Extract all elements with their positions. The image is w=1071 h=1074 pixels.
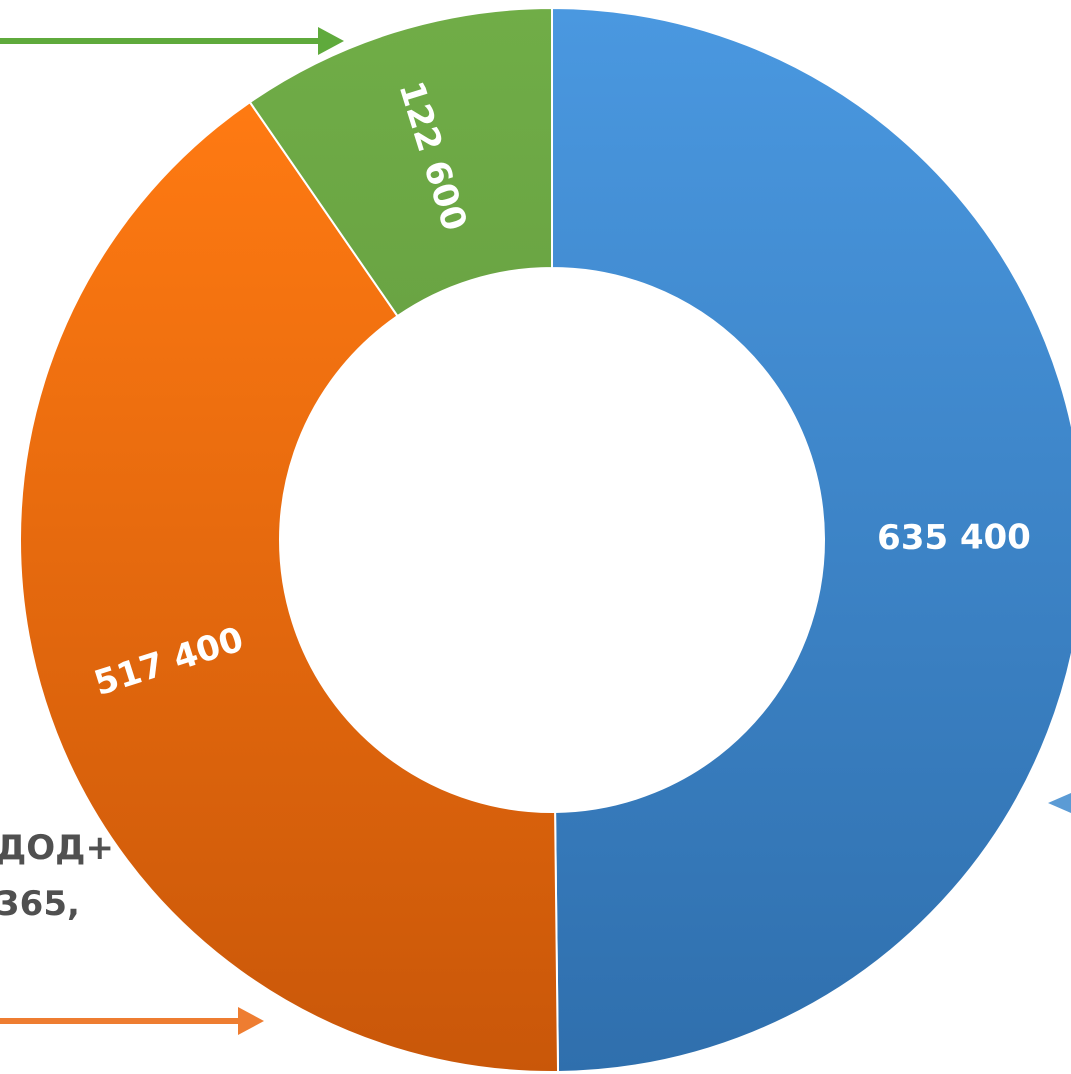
donut-slice-1	[18, 100, 560, 1073]
side-annotation-line-2: 365,	[0, 884, 80, 924]
blue-arrow-tip	[1048, 793, 1071, 813]
donut-slices	[18, 6, 1071, 1073]
orange-arrow	[0, 1007, 264, 1035]
donut-slice-2	[248, 6, 553, 318]
green-arrow	[0, 27, 344, 55]
donut-slice-0	[551, 6, 1071, 1073]
slice-label-0: 635 400	[877, 517, 1031, 558]
side-annotation-line-1: ДОД+	[0, 828, 114, 868]
